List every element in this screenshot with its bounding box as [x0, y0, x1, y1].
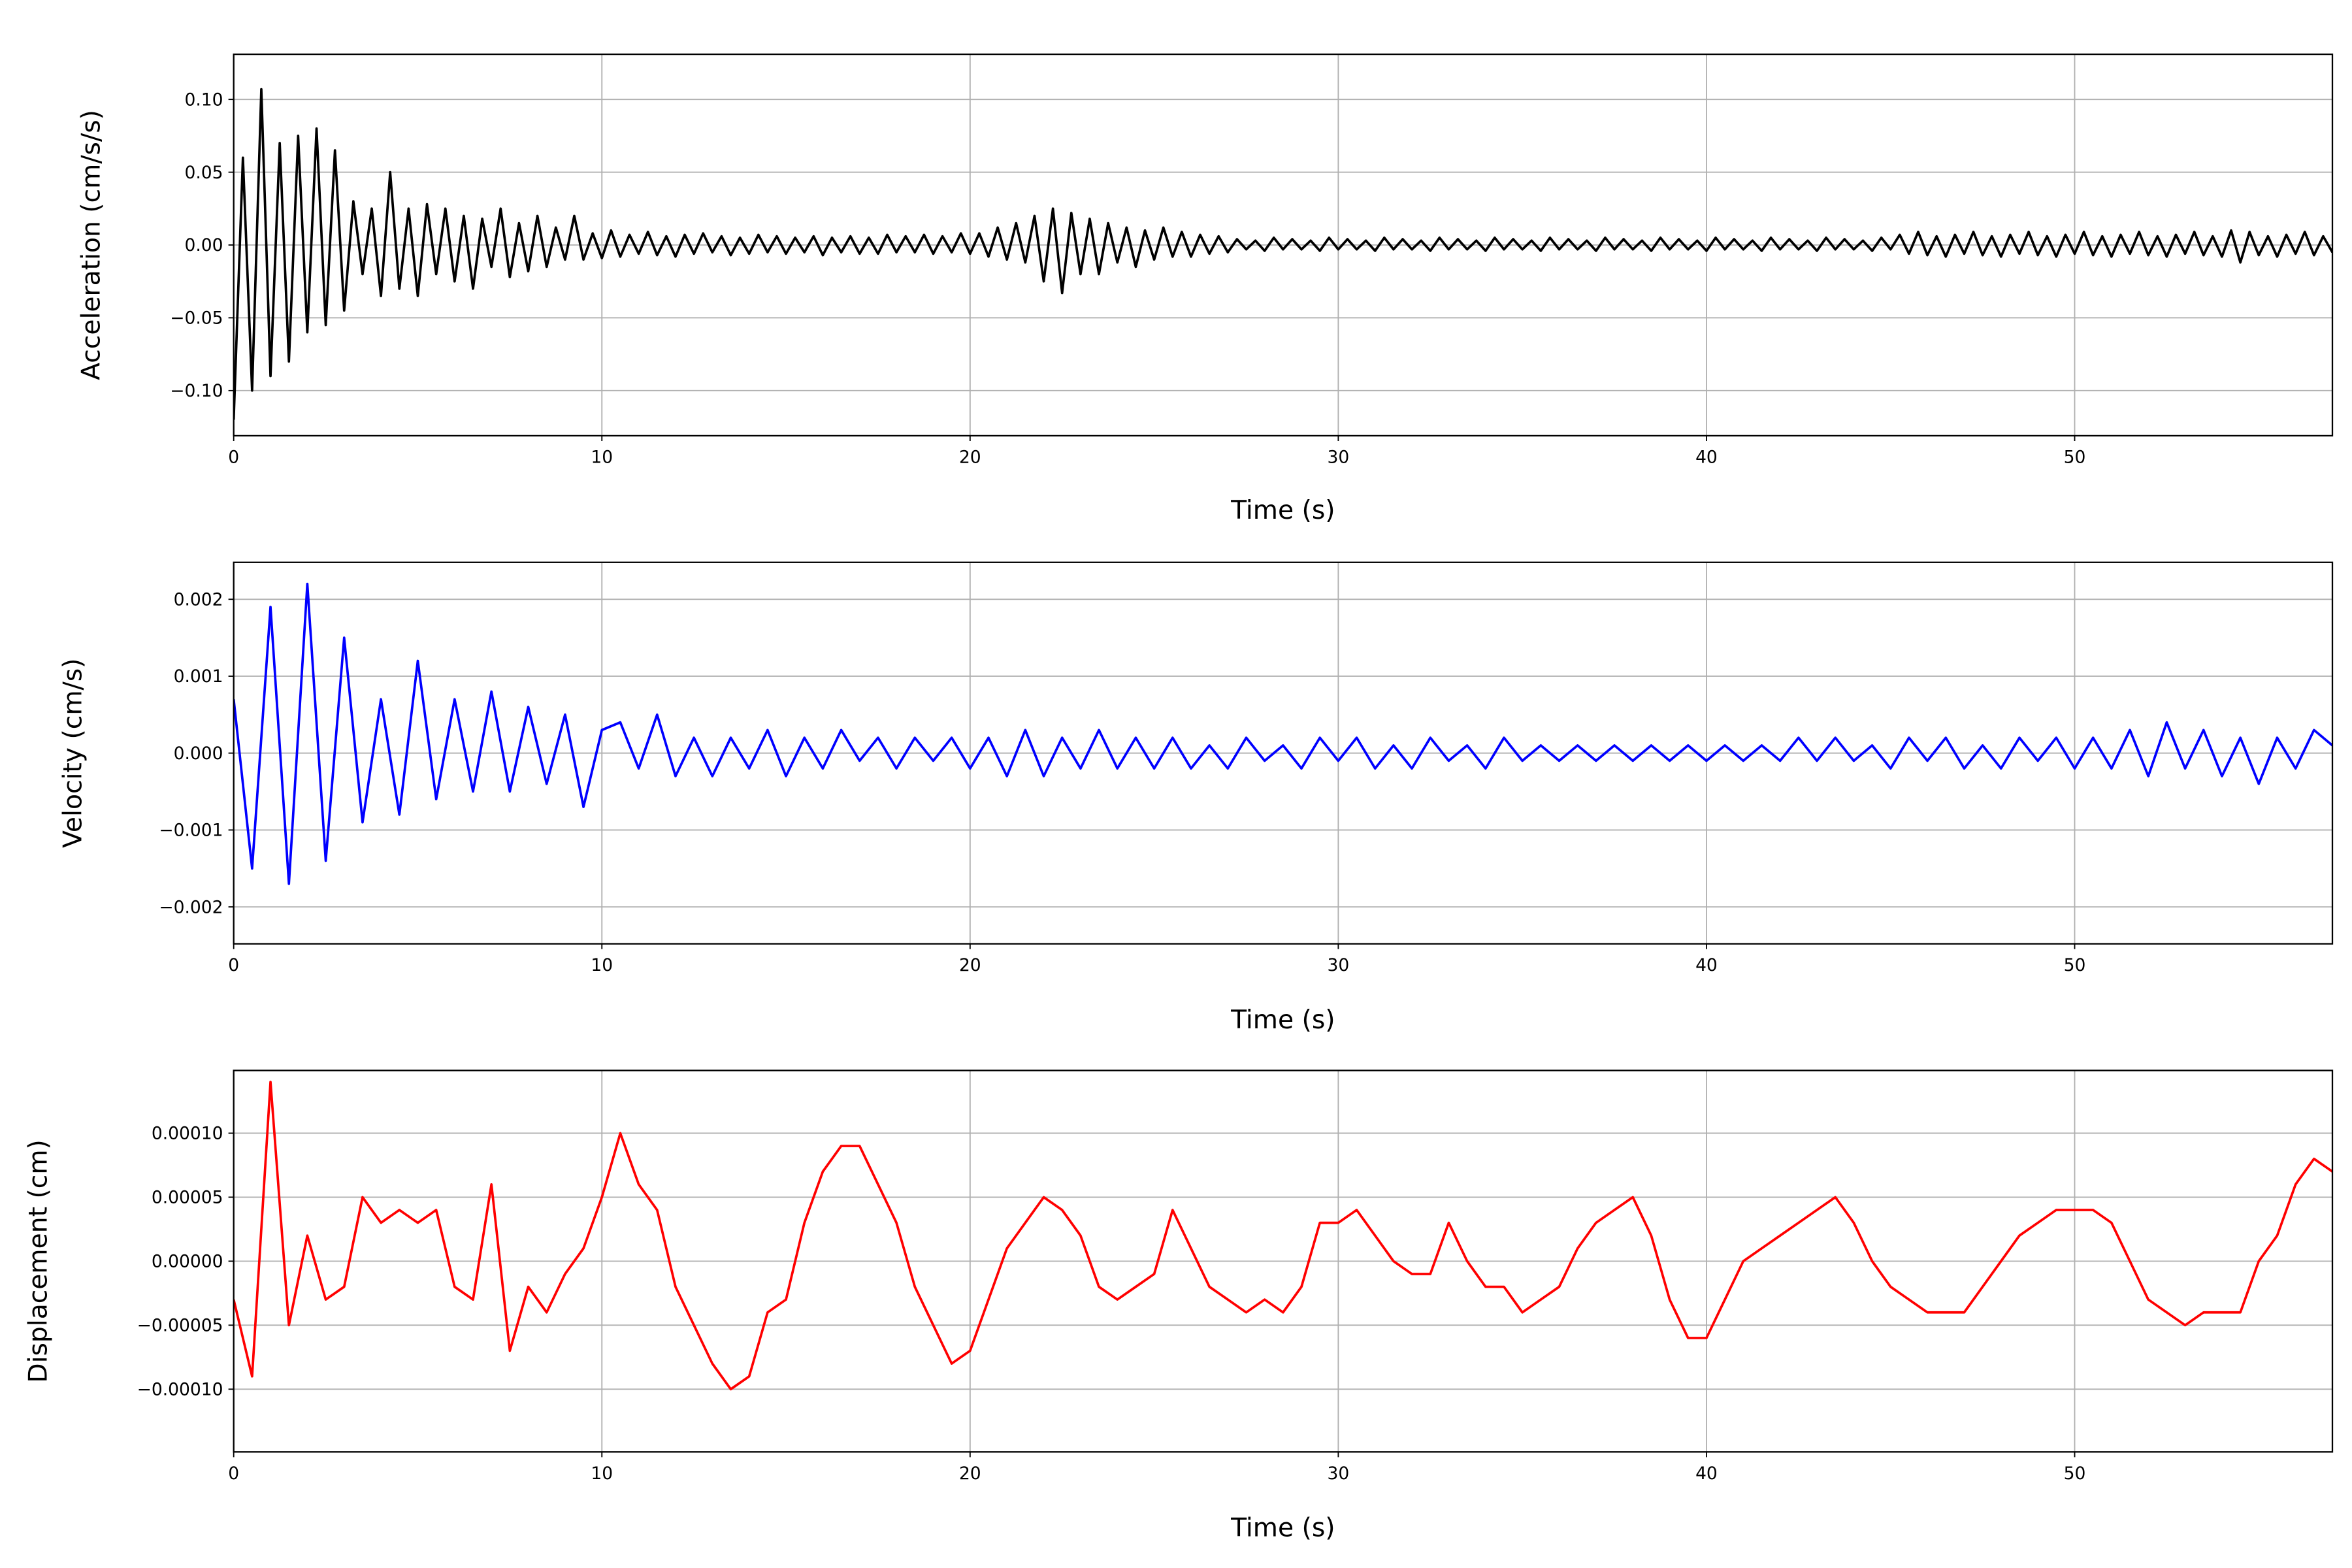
acceleration-ytick-label: 0.10 [184, 90, 223, 110]
velocity-xtick-label: 10 [591, 955, 613, 975]
acceleration-ylabel: Acceleration (cm/s/s) [76, 110, 106, 380]
displacement-xtick-label: 0 [228, 1463, 239, 1484]
acceleration-xtick-label: 30 [1328, 447, 1350, 467]
acceleration-axes-frame [233, 53, 2334, 437]
displacement-xtick-label: 40 [1695, 1463, 1718, 1484]
velocity-xtick-label: 40 [1695, 955, 1718, 975]
acceleration-ytick-label: 0.00 [184, 235, 223, 255]
velocity-ytick-label: 0.000 [174, 743, 223, 764]
displacement-ylabel: Displacement (cm) [24, 1139, 54, 1382]
acceleration-ytick-label: 0.05 [184, 163, 223, 183]
displacement-xtick-label: 30 [1328, 1463, 1350, 1484]
acceleration-axes: 0 10 20 30 40 50 −0.10 −0.05 0.00 0.05 0.10 Time (s… [76, 53, 2334, 525]
velocity-xtick-label: 0 [228, 955, 239, 975]
acceleration-xtick-label: 10 [591, 447, 613, 467]
velocity-xtick-label: 50 [2064, 955, 2086, 975]
displacement-series-line [233, 1081, 2332, 1391]
displacement-axes-frame [233, 1070, 2334, 1453]
displacement-ytick-label: 0.00010 [152, 1124, 223, 1144]
displacement-xtick-label: 10 [591, 1463, 613, 1484]
displacement-axes: 0 10 20 30 40 50 −0.00010 −0.00005 0.00000 0.0000… [24, 1070, 2334, 1543]
velocity-ytick-label: 0.002 [174, 590, 223, 610]
velocity-ytick-label: −0.001 [159, 821, 223, 841]
displacement-xtick-label: 20 [959, 1463, 981, 1484]
velocity-ylabel: Velocity (cm/s) [59, 659, 88, 848]
acceleration-xtick-label: 50 [2064, 447, 2086, 467]
velocity-ytick-label: −0.002 [159, 897, 223, 917]
velocity-xtick-label: 30 [1328, 955, 1350, 975]
acceleration-ytick-label: −0.05 [170, 308, 223, 329]
acceleration-xtick-label: 40 [1695, 447, 1718, 467]
acceleration-ytick-label: −0.10 [170, 381, 223, 401]
displacement-ytick-label: −0.00010 [137, 1380, 223, 1400]
acceleration-xtick-label: 20 [959, 447, 981, 467]
acceleration-series-line [233, 88, 2332, 420]
displacement-ytick-label: 0.00000 [152, 1252, 223, 1272]
displacement-xtick-label: 50 [2064, 1463, 2086, 1484]
displacement-xlabel: Time (s) [1230, 1514, 1335, 1543]
velocity-xtick-label: 20 [959, 955, 981, 975]
acceleration-xtick-label: 0 [228, 447, 239, 467]
velocity-xlabel: Time (s) [1230, 1005, 1335, 1035]
displacement-ytick-label: −0.00005 [137, 1316, 223, 1336]
velocity-ytick-label: 0.001 [174, 666, 223, 687]
velocity-series-line [233, 582, 2332, 885]
velocity-axes-frame [233, 561, 2334, 945]
displacement-ytick-label: 0.00005 [152, 1188, 223, 1208]
acceleration-xlabel: Time (s) [1230, 496, 1335, 525]
velocity-axes: 0 10 20 30 40 50 −0.002 −0.001 0.000 0.001 0.002 Ti… [59, 561, 2334, 1035]
